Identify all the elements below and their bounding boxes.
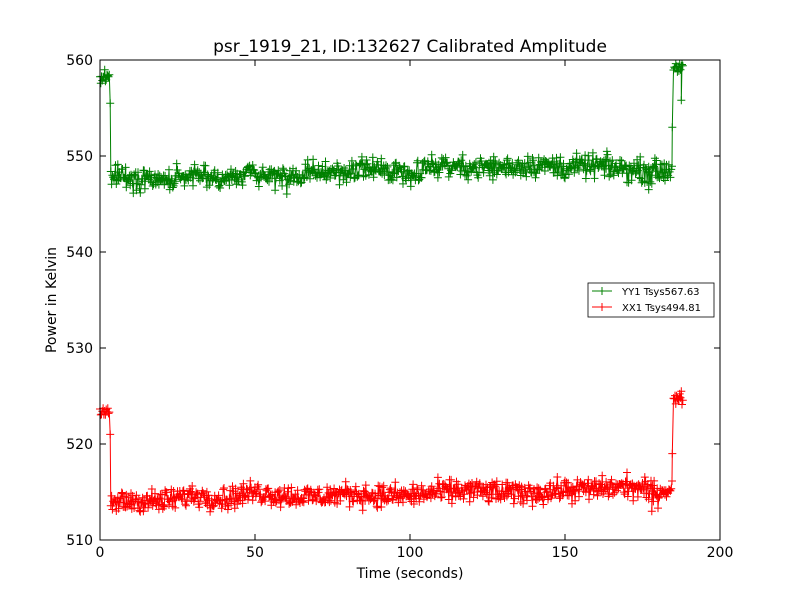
y-tick-label: 510 — [66, 533, 93, 549]
x-tick-label: 50 — [246, 545, 264, 561]
x-tick-label: 200 — [707, 545, 734, 561]
legend: YY1 Tsys567.63 XX1 Tsys494.81 — [587, 282, 715, 318]
x-ticks: 0 50 100 150 200 — [96, 60, 734, 561]
series-2 — [96, 387, 687, 516]
legend-entries: YY1 Tsys567.63 XX1 Tsys494.81 — [592, 287, 701, 314]
legend-box — [587, 282, 715, 318]
y-tick-label: 560 — [66, 53, 93, 69]
legend-label: XX1 Tsys494.81 — [622, 303, 701, 314]
chart-title: psr_1919_21, ID:132627 Calibrated Amplit… — [213, 37, 607, 57]
y-tick-label: 530 — [66, 341, 93, 357]
y-tick-label: 540 — [66, 245, 93, 261]
y-axis-label: Power in Kelvin — [44, 247, 60, 353]
legend-marker — [598, 287, 606, 295]
legend-marker — [598, 303, 606, 311]
x-axis-label: Time (seconds) — [356, 566, 464, 582]
y-tick-label: 550 — [66, 149, 93, 165]
x-tick-label: 150 — [552, 545, 579, 561]
y-tick-label: 520 — [66, 437, 93, 453]
plot-series — [96, 59, 687, 516]
legend-label: YY1 Tsys567.63 — [621, 287, 700, 298]
x-tick-label: 0 — [96, 545, 105, 561]
y-ticks: 510 520 530 540 550 560 — [66, 53, 720, 549]
x-tick-label: 100 — [397, 545, 424, 561]
